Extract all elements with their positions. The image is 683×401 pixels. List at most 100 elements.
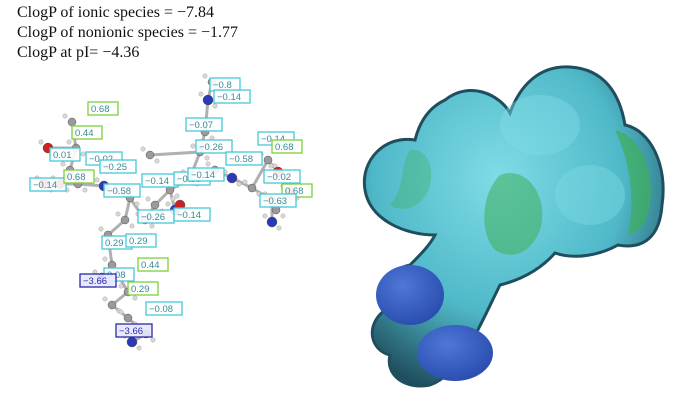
- contribution-tag: −0.14: [173, 207, 211, 222]
- surface-body: [362, 65, 665, 388]
- hydrogen-atom: [198, 91, 204, 97]
- svg-text:−3.66: −3.66: [83, 276, 107, 287]
- svg-text:0.44: 0.44: [141, 260, 160, 271]
- contribution-tag: 0.29: [127, 281, 159, 296]
- hydrogen-atom: [262, 213, 268, 219]
- hydrogen-atom: [145, 196, 151, 202]
- hydrogen-atom: [94, 177, 100, 183]
- carbon-atom: [145, 150, 155, 160]
- svg-text:0.68: 0.68: [275, 142, 294, 153]
- clogp-ionic-line: ClogP of ionic species = −7.84: [17, 4, 214, 21]
- svg-text:−0.07: −0.07: [189, 120, 213, 131]
- hydrogen-atom: [132, 295, 138, 301]
- hydrogen-atom: [205, 161, 211, 167]
- contribution-tag: −0.25: [99, 159, 137, 174]
- svg-text:−0.14: −0.14: [177, 210, 201, 221]
- hydrogen-atom: [202, 73, 208, 79]
- contribution-tag: −0.26: [195, 139, 233, 154]
- hydrogen-atom: [98, 226, 104, 232]
- hydrogen-atom: [154, 158, 160, 164]
- hydrogen-atom: [118, 309, 124, 315]
- bond: [149, 150, 201, 157]
- hydrogen-atom: [66, 139, 72, 145]
- hydrogen-atom: [60, 161, 66, 167]
- svg-text:0.68: 0.68: [67, 172, 86, 183]
- svg-text:0.29: 0.29: [105, 238, 124, 249]
- hydrogen-atom: [129, 223, 135, 229]
- contribution-tag: −3.66: [115, 323, 153, 338]
- hydrogen-atom: [82, 187, 88, 193]
- carbon-atom: [67, 117, 77, 127]
- charged-patch-1: [376, 265, 444, 325]
- carbon-atom: [107, 300, 117, 310]
- hydrogen-atom: [115, 211, 121, 217]
- hydrogen-atom: [174, 193, 180, 199]
- svg-text:−0.26: −0.26: [199, 142, 223, 153]
- hydrogen-atom: [102, 256, 108, 262]
- svg-text:−0.14: −0.14: [33, 180, 57, 191]
- contribution-tag: −3.66: [79, 273, 117, 288]
- hydrogen-atom: [280, 213, 286, 219]
- charged-patch-2: [417, 325, 493, 381]
- hydrogen-atom: [190, 143, 196, 149]
- contribution-tag: −0.14: [213, 89, 251, 104]
- hydrogen-atom: [242, 179, 248, 185]
- nitrogen-atom: [202, 94, 214, 106]
- svg-text:0.68: 0.68: [285, 186, 304, 197]
- contribution-tag: −0.07: [185, 117, 223, 132]
- svg-text:0.01: 0.01: [53, 150, 72, 161]
- bond: [250, 159, 270, 189]
- nitrogen-atom: [226, 172, 238, 184]
- contribution-tag: −0.14: [141, 173, 179, 188]
- svg-text:−0.14: −0.14: [217, 92, 241, 103]
- contribution-tag: 0.44: [137, 257, 169, 272]
- hydrogen-atom: [134, 201, 140, 207]
- clogp-pi-line: ClogP at pI= −4.36: [17, 44, 140, 61]
- svg-text:−0.08: −0.08: [149, 304, 173, 315]
- hydrogen-atom: [204, 155, 210, 161]
- hydrogen-atom: [62, 113, 68, 119]
- hydrogen-atom: [140, 146, 146, 152]
- contribution-tag: −0.8: [209, 77, 241, 92]
- svg-text:−0.58: −0.58: [229, 154, 253, 165]
- hydrogen-atom: [268, 163, 274, 169]
- svg-text:−0.25: −0.25: [103, 162, 127, 173]
- hydrogen-atom: [38, 139, 44, 145]
- contribution-tag: −0.58: [103, 183, 141, 198]
- nitrogen-atom: [266, 216, 278, 228]
- svg-text:−0.8: −0.8: [213, 80, 232, 91]
- molecular-surface-render: [362, 65, 665, 388]
- hydrogen-atom: [118, 283, 124, 289]
- carbon-atom: [120, 215, 130, 225]
- carbon-atom: [150, 200, 160, 210]
- carbon-atom: [263, 155, 273, 165]
- hydrogen-atom: [212, 103, 218, 109]
- contribution-tag: 0.68: [87, 101, 119, 116]
- hydrogen-atom: [102, 296, 108, 302]
- contribution-tag: 0.29: [101, 235, 133, 250]
- contribution-tag: −0.26: [137, 209, 175, 224]
- ball-and-stick-molecule: 0.68 0.44 0.01 −0.02 −0.25 −0.14 0.68 −0.58 −0.1…: [29, 73, 313, 351]
- svg-text:−3.66: −3.66: [119, 326, 143, 337]
- svg-text:−0.26: −0.26: [141, 212, 165, 223]
- contribution-tag: −0.02: [263, 169, 301, 184]
- hydrogen-atom: [80, 151, 86, 157]
- hydrogen-atom: [149, 223, 155, 229]
- hydrogen-atom: [170, 196, 176, 202]
- contribution-tag: −0.14: [187, 167, 225, 182]
- contribution-tag: −0.08: [145, 301, 183, 316]
- contribution-tag: −0.14: [29, 177, 67, 192]
- carbon-atom: [123, 313, 133, 323]
- svg-text:−0.02: −0.02: [267, 172, 291, 183]
- svg-text:0.29: 0.29: [129, 236, 148, 247]
- clogp-summary: ClogP of ionic species = −7.84 ClogP of …: [17, 3, 238, 63]
- nitrogen-atom: [126, 336, 138, 348]
- svg-text:−0.63: −0.63: [263, 196, 287, 207]
- svg-text:0.29: 0.29: [131, 284, 150, 295]
- carbon-atom: [247, 183, 257, 193]
- contribution-tag: 0.68: [271, 139, 303, 154]
- svg-text:−0.58: −0.58: [107, 186, 131, 197]
- hydrogen-atom: [236, 181, 242, 187]
- svg-text:0.68: 0.68: [91, 104, 110, 115]
- contribution-tag: −0.58: [225, 151, 263, 166]
